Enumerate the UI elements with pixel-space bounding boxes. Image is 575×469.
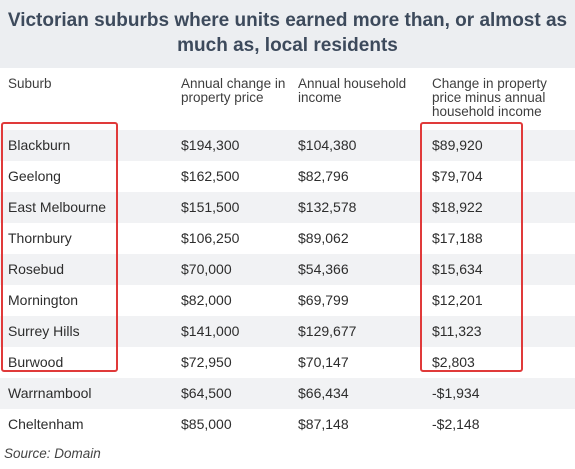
header-suburb: Suburb [8, 76, 52, 91]
cell-suburb: Blackburn [8, 137, 71, 153]
table-row: Thornbury $106,250 $89,062 $17,188 [0, 223, 575, 254]
cell-price-change: $162,500 [181, 168, 240, 184]
cell-income: $70,147 [298, 354, 349, 370]
cell-suburb: Mornington [8, 292, 79, 308]
table-row: Cheltenham $85,000 $87,148 -$2,148 [0, 409, 575, 440]
table-row: Surrey Hills $141,000 $129,677 $11,323 [0, 316, 575, 347]
cell-income: $104,380 [298, 137, 357, 153]
header-difference: Change in property price minus annual ho… [432, 76, 547, 119]
cell-income: $87,148 [298, 416, 349, 432]
table-row: Geelong $162,500 $82,796 $79,704 [0, 161, 575, 192]
cell-income: $82,796 [298, 168, 349, 184]
cell-income: $129,677 [298, 323, 357, 339]
cell-income: $54,366 [298, 261, 349, 277]
table-row: Mornington $82,000 $69,799 $12,201 [0, 285, 575, 316]
cell-price-change: $72,950 [181, 354, 232, 370]
cell-suburb: Surrey Hills [8, 323, 80, 339]
table-title: Victorian suburbs where units earned mor… [7, 10, 568, 56]
cell-price-change: $151,500 [181, 199, 240, 215]
cell-difference: $15,634 [432, 261, 483, 277]
title-band [0, 0, 575, 68]
cell-difference: $89,920 [432, 137, 483, 153]
cell-suburb: Cheltenham [8, 416, 84, 432]
cell-difference: $17,188 [432, 230, 483, 246]
cell-price-change: $70,000 [181, 261, 232, 277]
table-row: Burwood $72,950 $70,147 $2,803 [0, 347, 575, 378]
cell-price-change: $106,250 [181, 230, 240, 246]
cell-suburb: Warrnambool [8, 385, 92, 401]
table-row: Blackburn $194,300 $104,380 $89,920 [0, 130, 575, 161]
header-price-change: Annual change in property price [181, 76, 286, 105]
cell-income: $66,434 [298, 385, 349, 401]
table-row: East Melbourne $151,500 $132,578 $18,922 [0, 192, 575, 223]
header-income: Annual household income [298, 76, 407, 105]
cell-income: $89,062 [298, 230, 349, 246]
cell-suburb: East Melbourne [8, 199, 107, 215]
cell-suburb: Rosebud [8, 261, 65, 277]
cell-difference: $12,201 [432, 292, 483, 308]
cell-difference: $2,803 [432, 354, 475, 370]
cell-suburb: Geelong [8, 168, 61, 184]
cell-income: $69,799 [298, 292, 349, 308]
table-row: Rosebud $70,000 $54,366 $15,634 [0, 254, 575, 285]
cell-price-change: $64,500 [181, 385, 232, 401]
cell-price-change: $194,300 [181, 137, 240, 153]
table-header: Suburb Annual change in property price A… [0, 68, 575, 130]
cell-suburb: Thornbury [8, 230, 72, 246]
table-row: Warrnambool $64,500 $66,434 -$1,934 [0, 378, 575, 409]
source-note: Source: Domain [4, 446, 101, 461]
cell-difference: $18,922 [432, 199, 483, 215]
cell-price-change: $141,000 [181, 323, 240, 339]
cell-price-change: $82,000 [181, 292, 232, 308]
cell-difference: -$2,148 [432, 416, 480, 432]
cell-suburb: Burwood [8, 354, 64, 370]
cell-difference: -$1,934 [432, 385, 480, 401]
cell-price-change: $85,000 [181, 416, 232, 432]
cell-income: $132,578 [298, 199, 357, 215]
cell-difference: $11,323 [432, 323, 482, 339]
cell-difference: $79,704 [432, 168, 483, 184]
